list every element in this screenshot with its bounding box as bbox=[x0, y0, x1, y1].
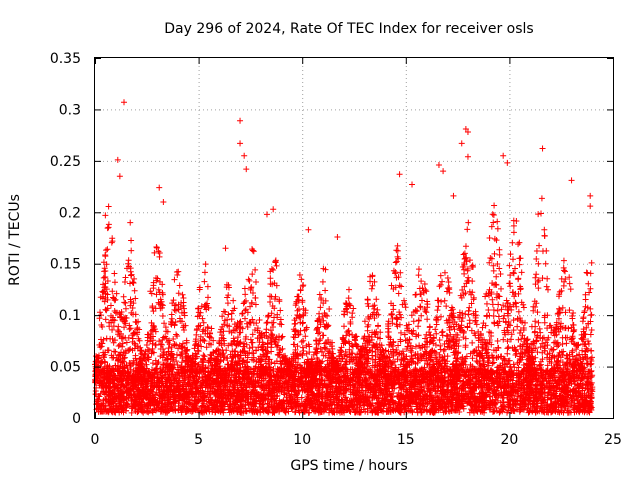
data-point bbox=[418, 297, 425, 304]
data-point bbox=[466, 288, 473, 295]
data-point bbox=[170, 335, 177, 342]
data-point bbox=[127, 325, 134, 332]
data-point bbox=[438, 298, 445, 305]
data-point bbox=[402, 304, 409, 311]
data-point bbox=[588, 259, 595, 266]
data-point bbox=[249, 290, 256, 297]
data-point bbox=[225, 311, 232, 318]
data-point bbox=[494, 225, 501, 232]
data-point bbox=[583, 324, 590, 331]
data-point bbox=[201, 269, 208, 276]
data-point bbox=[264, 319, 271, 326]
data-point bbox=[123, 339, 130, 346]
data-point bbox=[494, 307, 501, 314]
data-point bbox=[326, 305, 333, 312]
data-point bbox=[173, 331, 180, 338]
data-point bbox=[264, 313, 271, 320]
data-point bbox=[494, 337, 501, 344]
data-point bbox=[174, 332, 181, 339]
data-point bbox=[118, 359, 125, 366]
data-point bbox=[417, 304, 424, 311]
data-point bbox=[479, 336, 486, 343]
data-point bbox=[498, 306, 505, 313]
data-point bbox=[344, 309, 351, 316]
data-point bbox=[237, 329, 244, 336]
data-point bbox=[105, 221, 112, 228]
data-point bbox=[462, 290, 469, 297]
data-point bbox=[491, 250, 498, 257]
data-point bbox=[451, 326, 458, 333]
data-point bbox=[424, 316, 431, 323]
data-point bbox=[240, 343, 247, 350]
data-point bbox=[415, 266, 422, 273]
data-point bbox=[243, 341, 250, 348]
data-point bbox=[278, 321, 285, 328]
data-point bbox=[498, 285, 505, 292]
data-point bbox=[489, 360, 496, 367]
data-point bbox=[505, 344, 512, 351]
data-point bbox=[162, 324, 169, 331]
data-point bbox=[244, 324, 251, 331]
data-point bbox=[512, 265, 519, 272]
data-point bbox=[433, 330, 440, 337]
data-point bbox=[473, 357, 480, 364]
data-point bbox=[586, 289, 593, 296]
data-point bbox=[466, 257, 473, 264]
data-point bbox=[224, 316, 231, 323]
data-point bbox=[241, 285, 248, 292]
data-point bbox=[249, 331, 256, 338]
data-point bbox=[393, 247, 400, 254]
data-point bbox=[510, 317, 517, 324]
data-point bbox=[341, 394, 348, 401]
data-point bbox=[292, 408, 299, 415]
data-point bbox=[516, 330, 523, 337]
data-points bbox=[92, 99, 596, 416]
data-point bbox=[292, 320, 299, 327]
data-point bbox=[249, 247, 256, 254]
data-point bbox=[230, 297, 237, 304]
data-point bbox=[374, 306, 381, 313]
data-point bbox=[398, 283, 405, 290]
data-point bbox=[447, 331, 454, 338]
data-point bbox=[426, 329, 433, 336]
data-point bbox=[500, 336, 507, 343]
data-point bbox=[128, 247, 135, 254]
data-point bbox=[500, 315, 507, 322]
data-point bbox=[247, 336, 254, 343]
data-point bbox=[515, 336, 522, 343]
data-point bbox=[182, 322, 189, 329]
data-point bbox=[536, 325, 543, 332]
data-point bbox=[415, 272, 422, 279]
data-point bbox=[451, 352, 458, 359]
data-point bbox=[504, 338, 511, 345]
data-point bbox=[421, 280, 428, 287]
data-point bbox=[371, 278, 378, 285]
data-point bbox=[438, 329, 445, 336]
